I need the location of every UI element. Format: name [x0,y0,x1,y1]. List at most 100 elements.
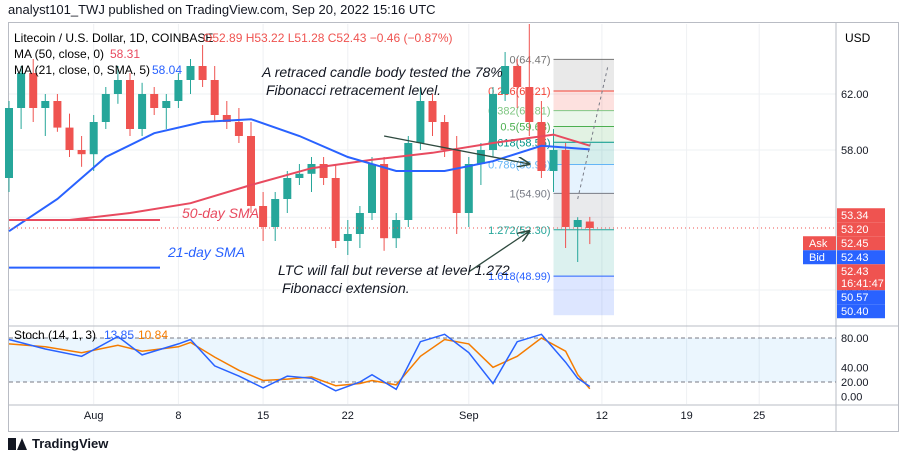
candle-body-36 [440,122,449,150]
price-tag-bg-6 [837,304,885,319]
grid [9,22,899,432]
ma50-line [9,133,591,221]
fib-band-0 [553,59,614,92]
legend-stoch-label: Stoch (14, 1, 3) [14,328,96,342]
legend-ma21-value: 58.04 [152,63,182,77]
candle-body-32 [392,220,401,239]
candle-body-31 [380,164,389,239]
annotation-arrow-0 [383,135,529,164]
fib-level-label-8: 1.618(48.99) [488,271,550,283]
candle-body-23 [283,178,292,199]
stoch-band [9,338,836,382]
annotation-forecast-line1: LTC will fall but reverse at level 1.272 [278,262,510,278]
moving-averages [8,118,591,269]
legend-symbol: Litecoin / U.S. Dollar, 1D, COINBASE [14,31,213,45]
price-tags: 53.3453.2052.45Ask52.43Bid52.4316:41:475… [9,208,885,319]
candle-body-30 [368,164,376,213]
fib-band-7 [553,229,614,277]
price-tag-bg-2 [837,236,885,251]
candle-body-42 [513,66,522,87]
price-tick-0: 62.00 [841,89,869,101]
published-caption: analyst101_TWJ published on TradingView.… [8,2,436,17]
time-tick-1: 8 [175,410,181,422]
candle-body-8 [101,94,110,122]
stoch-tick-3: 0.00 [841,392,862,404]
stoch-d-line [8,337,591,390]
price-tag-4: 52.43 [841,266,869,278]
fib-band-1 [553,91,614,111]
candle-body-24 [295,173,304,178]
candle-body-40 [489,94,497,150]
fib-band-2 [553,110,614,127]
time-tick-6: 19 [680,410,692,422]
candle-body-35 [428,101,437,122]
price-tag-name-bg-2 [803,236,836,251]
fib-level-label-4: 0.618(58.55) [488,137,550,149]
fib-band-8 [553,276,614,316]
price-tag-bg-4 [837,264,885,291]
legend-ma50-value: 58.31 [110,47,140,61]
fib-level-label-0: 0(64.47) [510,54,551,66]
price-tag-bg-5 [837,290,885,305]
candle-body-12 [150,94,159,108]
legend-stoch-d: 10.84 [138,328,168,342]
price-tag-name-bg-3 [803,250,836,265]
candle-body-29 [355,213,364,234]
candle-body-46 [561,150,570,227]
price-tag-time-4: 16:41:47 [841,278,884,290]
stoch-tick-1: 40.00 [841,362,869,374]
legend-ma50-label: MA (50, close, 0) [14,47,104,61]
price-tag-5: 50.57 [841,292,869,304]
candle-body-21 [259,206,268,227]
price-tag-2: 52.45 [841,238,869,250]
candle-body-16 [198,66,207,80]
candle-body-26 [319,164,328,178]
candle-body-38 [464,164,473,213]
candle-body-27 [331,178,340,241]
candle-body-6 [77,150,86,155]
currency-label: USD [845,31,871,45]
annotation-forecast-line2: Fibonacci extension. [282,280,410,296]
tradingview-logo-icon [8,437,27,450]
candle-body-19 [234,122,243,136]
legend-ohlc: O52.89 H53.22 L51.28 C52.43 −0.46 (−0.87… [203,31,453,45]
candle-body-45 [549,150,558,171]
candle-body-4 [53,101,62,128]
candle-body-5 [65,127,74,150]
candle-body-47 [573,220,582,227]
candle-body-18 [222,115,231,122]
price-tag-name-2: Ask [809,238,828,250]
annotation-retrace-line2: Fibonacci retracement level. [266,82,441,98]
candle-body-15 [186,66,195,80]
footer-brand[interactable]: TradingView [8,436,108,451]
legend-stoch-k: 13.85 [104,328,134,342]
price-tag-bg-0 [837,208,885,223]
candle-body-17 [210,80,219,115]
fib-level-label-1: 0.236(62.21) [488,86,550,98]
time-tick-2: 15 [257,410,269,422]
annotation-sma21: 21-day SMA [167,244,245,260]
candle-body-28 [343,234,352,241]
candle-body-2 [29,73,38,108]
candle-body-41 [501,66,510,94]
time-tick-7: 25 [753,410,765,422]
price-tag-bg-3 [837,250,885,265]
projection-line [577,65,609,200]
candle-body-43 [525,87,534,122]
time-tick-5: 12 [596,410,608,422]
candle-body-0 [5,108,13,178]
candle-body-7 [89,122,98,155]
time-tick-3: 22 [342,410,354,422]
candle-body-39 [476,150,485,164]
candle-body-10 [126,80,134,129]
annotation-retrace-line1: A retraced candle body tested the 78% [261,64,503,80]
time-tick-4: Sep [459,410,479,422]
candle-body-34 [416,101,425,143]
fibonacci-zone: 0(64.47)0.236(62.21)0.382(60.81)0.5(59.6… [488,54,614,316]
fib-band-3 [553,126,614,143]
candle-body-37 [452,150,461,213]
fib-level-label-2: 0.382(60.81) [488,106,550,118]
price-tick-1: 58.00 [841,145,869,157]
annotation-arrow-1 [468,231,530,273]
